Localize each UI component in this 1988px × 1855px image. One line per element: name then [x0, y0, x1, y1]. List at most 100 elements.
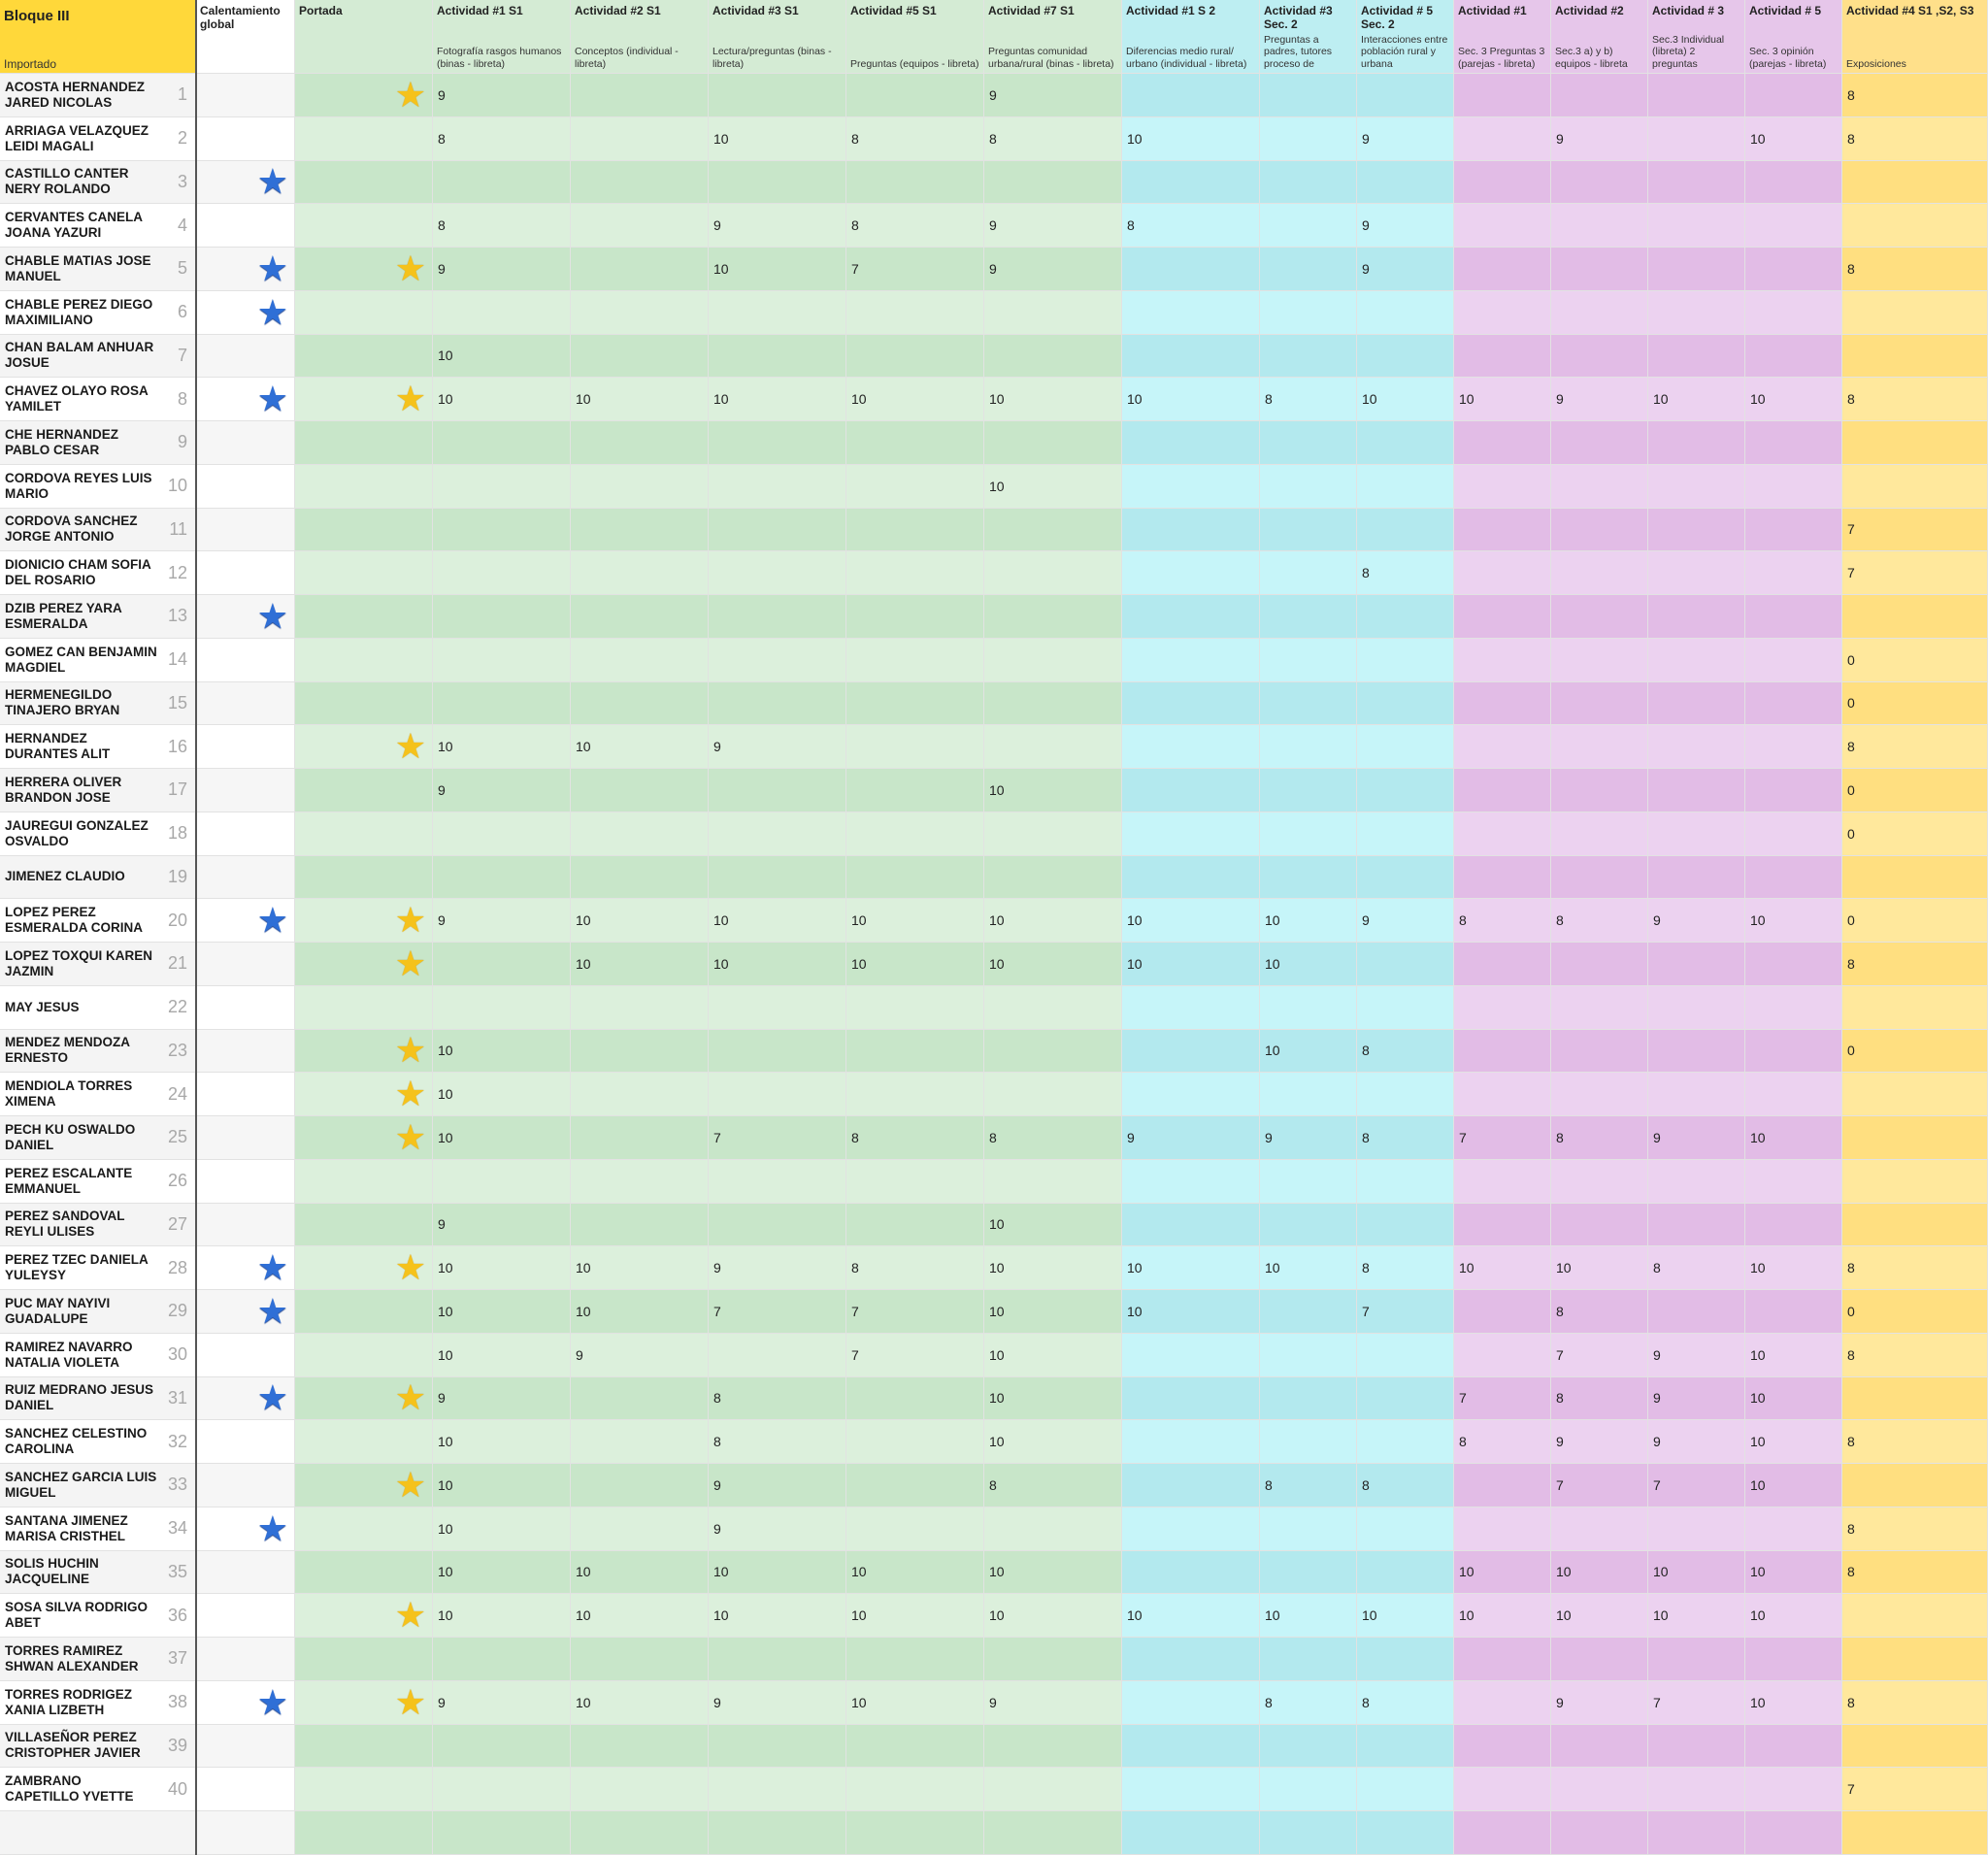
grade-cell: [846, 855, 984, 900]
grade-cell: [1454, 464, 1551, 509]
grade-cell: [1357, 1550, 1454, 1595]
grade-cell: [846, 638, 984, 682]
grade-cell: 9: [433, 74, 571, 117]
grade-cell: [1260, 248, 1357, 291]
grade-cell: [433, 681, 571, 726]
column-header: Actividad #3 S1 Lectura/preguntas (binas …: [709, 0, 846, 74]
grade-cell: [1260, 681, 1357, 726]
student-name: CORDOVA SANCHEZ JORGE ANTONIO: [5, 513, 138, 545]
star-icon-cell: ★: [295, 1464, 433, 1507]
grade-cell: [196, 1116, 295, 1160]
empty-cell: [1842, 1811, 1988, 1855]
grade-cell: 9: [984, 1680, 1122, 1725]
grade-cell: [1648, 1724, 1745, 1769]
header-subtitle: Fotografía rasgos humanos (binas - libre…: [437, 46, 562, 70]
grade-cell: [1357, 1073, 1454, 1116]
grade-cell: [433, 855, 571, 900]
grade-cell: [1454, 638, 1551, 682]
grade-cell: [846, 160, 984, 205]
grade-cell: 10: [846, 1594, 984, 1638]
grade-cell: [295, 421, 433, 465]
header-title: Portada: [299, 4, 343, 17]
grade-cell: [846, 1507, 984, 1551]
grade-cell: [984, 160, 1122, 205]
grade-cell: [196, 116, 295, 161]
student-name-cell: CHE HERNANDEZ PABLO CESAR 9: [0, 421, 196, 465]
grade-cell: 7: [1648, 1464, 1745, 1507]
grade-cell: [196, 638, 295, 682]
grade-cell: [1745, 204, 1842, 248]
grade-cell: [1745, 334, 1842, 379]
grade-cell: [1454, 1073, 1551, 1116]
grade-cell: [295, 769, 433, 812]
grade-cell: [295, 985, 433, 1030]
grade-cell: [1260, 421, 1357, 465]
grade-cell: [571, 551, 709, 595]
grade-cell: [1454, 681, 1551, 726]
grade-cell: [1454, 334, 1551, 379]
student-name-cell: CERVANTES CANELA JOANA YAZURI 4: [0, 204, 196, 248]
grade-cell: 8: [984, 1464, 1122, 1507]
star-icon-cell: ★: [295, 1594, 433, 1638]
grade-cell: [1357, 943, 1454, 986]
grade-cell: [1454, 290, 1551, 335]
grade-cell: [1551, 290, 1648, 335]
grade-cell: 9: [1357, 116, 1454, 161]
grade-cell: [1551, 204, 1648, 248]
grade-cell: 10: [1745, 116, 1842, 161]
student-name: MENDIOLA TORRES XIMENA: [5, 1078, 133, 1110]
grade-cell: [433, 1724, 571, 1769]
grade-cell: [1357, 638, 1454, 682]
student-name: CHAVEZ OLAYO ROSA YAMILET: [5, 383, 149, 414]
grade-cell: [709, 638, 846, 682]
grade-cell: [196, 1073, 295, 1116]
empty-cell: [984, 1811, 1122, 1855]
student-name-cell: ARRIAGA VELAZQUEZ LEIDI MAGALI 2: [0, 116, 196, 161]
grade-cell: [709, 769, 846, 812]
grade-cell: 10: [846, 1680, 984, 1725]
grade-cell: [1260, 725, 1357, 769]
grade-cell: [571, 248, 709, 291]
grade-cell: [1454, 595, 1551, 639]
grade-cell: [1551, 943, 1648, 986]
empty-cell: [1745, 1811, 1842, 1855]
grade-cell: [709, 1724, 846, 1769]
grade-cell: [1745, 769, 1842, 812]
grade-cell: [1357, 855, 1454, 900]
grade-cell: [984, 681, 1122, 726]
grade-cell: [1648, 508, 1745, 552]
grade-cell: 10: [984, 378, 1122, 421]
student-name: GOMEZ CAN BENJAMIN MAGDIEL: [5, 644, 157, 675]
grade-cell: [196, 812, 295, 856]
grade-cell: 8: [709, 1376, 846, 1421]
grade-cell: [1122, 725, 1260, 769]
grade-cell: [571, 638, 709, 682]
row-number: 27: [167, 1213, 187, 1234]
grade-cell: [571, 464, 709, 509]
star-icon-cell: ★: [295, 899, 433, 943]
grade-cell: 10: [984, 1420, 1122, 1464]
grade-cell: [709, 421, 846, 465]
grade-cell: 8: [1842, 378, 1988, 421]
grade-cell: [571, 1638, 709, 1681]
grade-cell: [1260, 985, 1357, 1030]
grade-cell: [984, 421, 1122, 465]
student-name: SANCHEZ CELESTINO CAROLINA: [5, 1426, 148, 1457]
row-number: 21: [167, 953, 187, 974]
grade-cell: 10: [984, 1550, 1122, 1595]
grade-cell: [1357, 1638, 1454, 1681]
grade-cell: [846, 74, 984, 117]
grade-cell: 8: [1842, 1680, 1988, 1725]
grade-cell: [846, 1464, 984, 1507]
column-header: Actividad #2 S1 Conceptos (individual - l…: [571, 0, 709, 74]
grade-cell: [1260, 204, 1357, 248]
student-name: RAMIREZ NAVARRO NATALIA VIOLETA: [5, 1339, 133, 1370]
grade-cell: [709, 334, 846, 379]
grade-cell: [1454, 1768, 1551, 1811]
grade-cell: [1122, 1507, 1260, 1551]
grade-cell: [1122, 74, 1260, 117]
grade-cell: [1454, 1464, 1551, 1507]
grade-cell: 10: [1745, 1680, 1842, 1725]
grade-cell: [1454, 855, 1551, 900]
grade-cell: 10: [1122, 1246, 1260, 1290]
